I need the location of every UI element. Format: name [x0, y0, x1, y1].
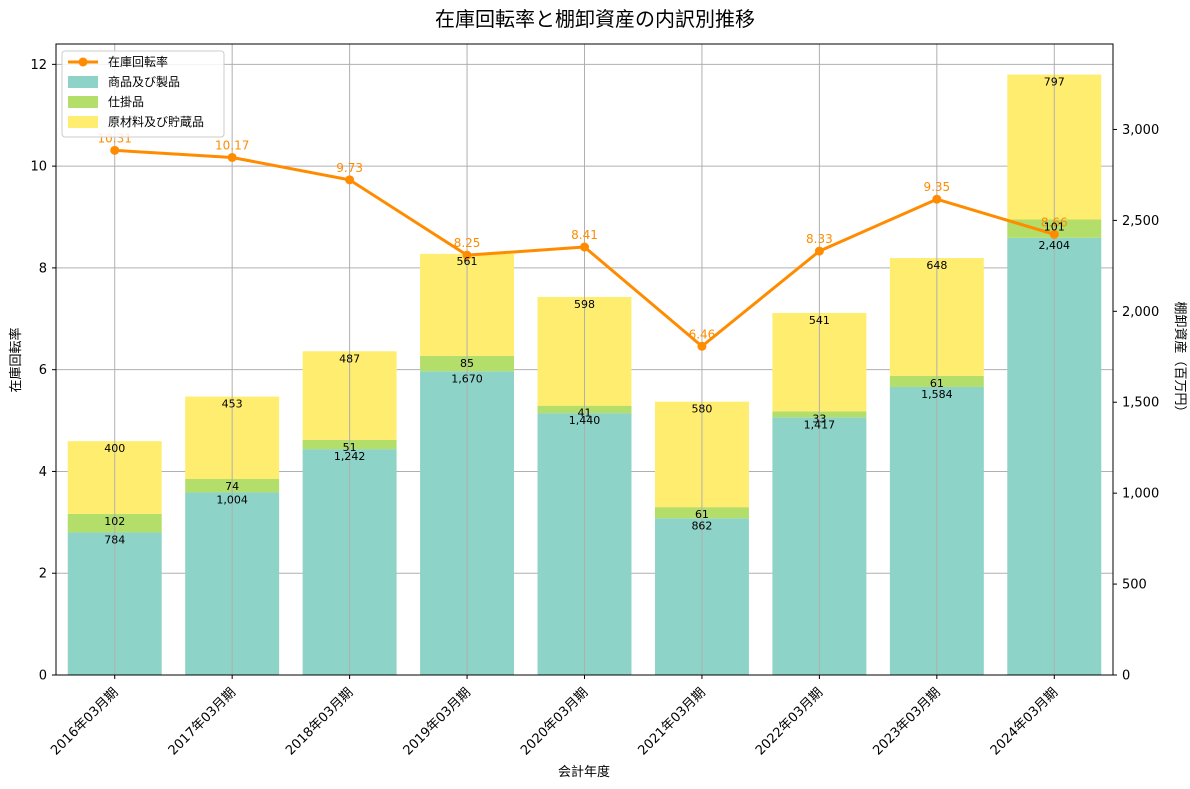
rate-point — [462, 250, 472, 260]
x-tick-label: 2016年03月期 — [48, 685, 121, 758]
y-tick-label-left: 10 — [30, 160, 47, 175]
legend-swatch — [68, 96, 98, 108]
rate-value-label: 6.46 — [689, 327, 716, 341]
rate-point — [932, 194, 942, 204]
bar-value-label: 61 — [695, 508, 709, 521]
bar-value-label: 453 — [222, 398, 243, 411]
x-axis-label: 会計年度 — [558, 764, 610, 780]
rate-value-label: 9.73 — [336, 161, 363, 175]
legend-label: 商品及び製品 — [108, 74, 180, 89]
y-tick-label-left: 2 — [39, 567, 47, 582]
rate-value-label: 8.25 — [454, 236, 481, 250]
bar-value-label: 862 — [691, 519, 712, 532]
rate-point — [580, 242, 589, 252]
x-tick-label: 2019年03月期 — [401, 685, 474, 758]
legend-label: 仕掛品 — [108, 94, 144, 109]
y-tick-label-left: 8 — [39, 261, 47, 276]
y-tick-label-left: 12 — [30, 58, 47, 73]
bar-value-label: 487 — [339, 352, 360, 365]
rate-point — [110, 145, 120, 155]
y-tick-label-right: 500 — [1122, 578, 1147, 593]
bar-value-label: 61 — [930, 377, 944, 390]
x-tick-label: 2021年03月期 — [635, 685, 708, 758]
rate-point — [345, 175, 355, 185]
y-tick-label-right: 1,500 — [1122, 396, 1159, 411]
legend-swatch — [68, 116, 98, 128]
bar-value-label: 101 — [1044, 220, 1065, 233]
bar-value-label: 102 — [104, 515, 125, 528]
bar-value-label: 598 — [574, 298, 595, 311]
bar-value-label: 41 — [578, 407, 592, 420]
y-tick-label-right: 0 — [1122, 669, 1130, 684]
y-tick-label-left: 4 — [39, 465, 47, 480]
y-tick-label-left: 6 — [39, 363, 47, 378]
y-tick-label-right: 2,500 — [1122, 214, 1159, 229]
bar-value-label: 400 — [104, 442, 125, 455]
bar-value-label: 51 — [343, 441, 357, 454]
rate-value-label: 8.33 — [806, 232, 833, 246]
legend-label: 在庫回転率 — [108, 54, 168, 69]
rate-point — [697, 341, 707, 351]
legend-label: 原材料及び貯蔵品 — [108, 115, 204, 129]
x-tick-label: 2022年03月期 — [753, 685, 826, 758]
rate-point — [227, 152, 237, 162]
bar-value-label: 1,004 — [216, 493, 248, 506]
y-axis-label-right: 棚卸資産（百万円） — [1172, 301, 1188, 418]
bar-value-label: 1,584 — [921, 388, 953, 401]
bar-value-label: 797 — [1044, 76, 1065, 89]
rate-point — [814, 246, 824, 256]
x-tick-label: 2017年03月期 — [166, 685, 239, 758]
bar-value-label: 648 — [926, 259, 947, 272]
rate-value-label: 8.41 — [571, 228, 598, 242]
bar-value-label: 541 — [809, 314, 830, 327]
rate-value-label: 10.17 — [215, 138, 249, 152]
bar-value-label: 74 — [225, 480, 239, 493]
y-tick-label-right: 3,000 — [1122, 123, 1159, 138]
chart-title: 在庫回転率と棚卸資産の内訳別推移 — [435, 7, 755, 31]
x-tick-label: 2020年03月期 — [518, 685, 591, 758]
y-tick-label-right: 1,000 — [1122, 487, 1159, 502]
y-axis-label-left: 在庫回転率 — [8, 327, 24, 392]
bar-value-label: 580 — [691, 403, 712, 416]
rate-point — [1049, 229, 1059, 239]
bar-value-label: 1,670 — [451, 372, 483, 385]
bar-value-label: 1,440 — [569, 414, 601, 427]
bar-value-label: 85 — [460, 357, 474, 370]
x-tick-label: 2024年03月期 — [988, 685, 1061, 758]
bar-value-label: 784 — [104, 533, 125, 546]
rate-value-label: 8.66 — [1041, 215, 1068, 229]
y-tick-label-right: 2,000 — [1122, 305, 1159, 320]
bar-value-label: 33 — [812, 412, 826, 425]
bar-value-label: 2,404 — [1039, 239, 1071, 252]
x-tick-label: 2023年03月期 — [870, 685, 943, 758]
y-tick-label-left: 0 — [39, 669, 47, 684]
legend-swatch — [68, 76, 98, 88]
legend-line-marker — [78, 57, 88, 67]
rate-value-label: 9.35 — [923, 180, 950, 194]
bar-value-label: 1,242 — [334, 450, 366, 463]
bar-value-label: 1,417 — [804, 418, 836, 431]
bar-value-label: 561 — [457, 255, 478, 268]
data-labels: 784 1,004 1,242 1,670 1,440 862 1,417 1,584 2,40… — [104, 76, 1070, 547]
x-tick-label: 2018年03月期 — [283, 685, 356, 758]
legend-box — [61, 50, 225, 138]
